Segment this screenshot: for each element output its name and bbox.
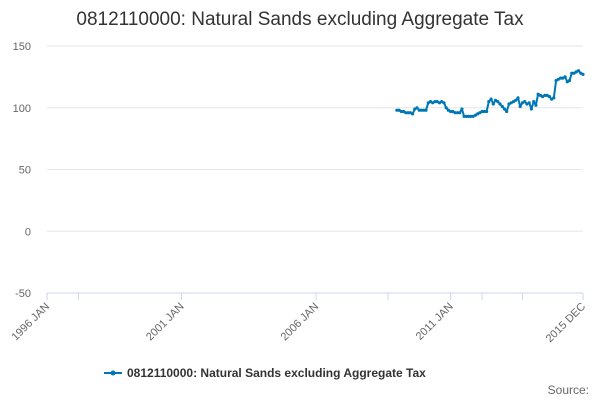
data-point[interactable]	[518, 104, 522, 109]
data-point[interactable]	[489, 97, 493, 101]
data-point[interactable]	[502, 107, 507, 111]
legend-label[interactable]: 0812110000: Natural Sands excluding Aggr…	[127, 366, 426, 380]
data-point[interactable]	[532, 100, 536, 104]
data-point[interactable]	[404, 111, 408, 115]
x-axis: 1996 JAN 2001 JAN 2006 JAN 2011 JAN 2015 DEC	[9, 293, 588, 345]
data-point[interactable]	[417, 108, 421, 112]
data-point[interactable]	[534, 103, 538, 107]
data-point[interactable]	[496, 100, 500, 104]
data-point[interactable]	[399, 109, 403, 114]
data-point[interactable]	[570, 71, 574, 75]
x-tick-label: 2011 JAN	[414, 301, 456, 343]
data-point[interactable]	[424, 108, 428, 112]
data-point[interactable]	[563, 75, 567, 79]
source-label: Source:	[548, 383, 589, 397]
data-point[interactable]	[547, 95, 552, 99]
data-point[interactable]	[516, 96, 520, 100]
series-group	[395, 69, 585, 118]
data-point[interactable]	[482, 109, 486, 114]
data-point[interactable]	[455, 111, 459, 115]
data-point[interactable]	[514, 98, 518, 102]
data-point[interactable]	[505, 109, 509, 114]
y-tick-label: 0	[25, 226, 31, 238]
data-point[interactable]	[458, 111, 462, 115]
data-point[interactable]	[581, 72, 585, 76]
data-point[interactable]	[485, 109, 489, 114]
data-point[interactable]	[433, 100, 437, 104]
data-point[interactable]	[395, 108, 399, 112]
data-point[interactable]	[422, 108, 426, 112]
y-tick-label: 100	[13, 103, 31, 115]
data-point[interactable]	[460, 107, 464, 111]
y-tick-label: -50	[15, 288, 31, 300]
data-point[interactable]	[487, 100, 491, 104]
data-point[interactable]	[444, 106, 448, 110]
data-point[interactable]	[453, 111, 457, 115]
y-tick-label: 150	[13, 41, 31, 53]
series-natural-sands[interactable]	[395, 69, 585, 118]
data-point[interactable]	[523, 100, 527, 104]
legend[interactable]: 0812110000: Natural Sands excluding Aggr…	[104, 366, 426, 380]
data-point[interactable]	[498, 102, 502, 106]
data-point[interactable]	[467, 114, 471, 118]
data-point[interactable]	[529, 107, 534, 111]
legend-point-marker	[110, 370, 116, 376]
x-tick-label: 2001 JAN	[144, 301, 187, 344]
data-point[interactable]	[543, 93, 547, 97]
chart-title: 0812110000: Natural Sands excluding Aggr…	[76, 9, 524, 30]
x-tick-label: 2015 DEC	[544, 301, 588, 345]
data-point[interactable]	[442, 101, 446, 105]
data-point[interactable]	[500, 104, 504, 109]
data-point[interactable]	[469, 114, 473, 118]
data-point[interactable]	[491, 102, 495, 106]
y-axis: 150 100 50 0 -50	[13, 41, 31, 300]
data-point[interactable]	[415, 106, 419, 110]
data-point[interactable]	[576, 69, 581, 73]
data-point[interactable]	[464, 114, 468, 118]
data-point[interactable]	[567, 79, 572, 83]
data-point[interactable]	[462, 114, 466, 118]
data-point[interactable]	[480, 109, 484, 114]
x-tick-label: 2006 JAN	[279, 301, 322, 344]
grid-lines	[47, 45, 583, 232]
y-tick-label: 50	[19, 165, 31, 177]
data-point[interactable]	[449, 109, 453, 114]
data-point[interactable]	[419, 108, 424, 112]
data-point[interactable]	[559, 76, 563, 80]
x-tick-label: 1996 JAN	[9, 301, 52, 344]
data-point[interactable]	[552, 96, 556, 100]
data-point[interactable]	[406, 111, 410, 115]
data-point[interactable]	[527, 101, 531, 105]
data-point[interactable]	[411, 112, 415, 116]
